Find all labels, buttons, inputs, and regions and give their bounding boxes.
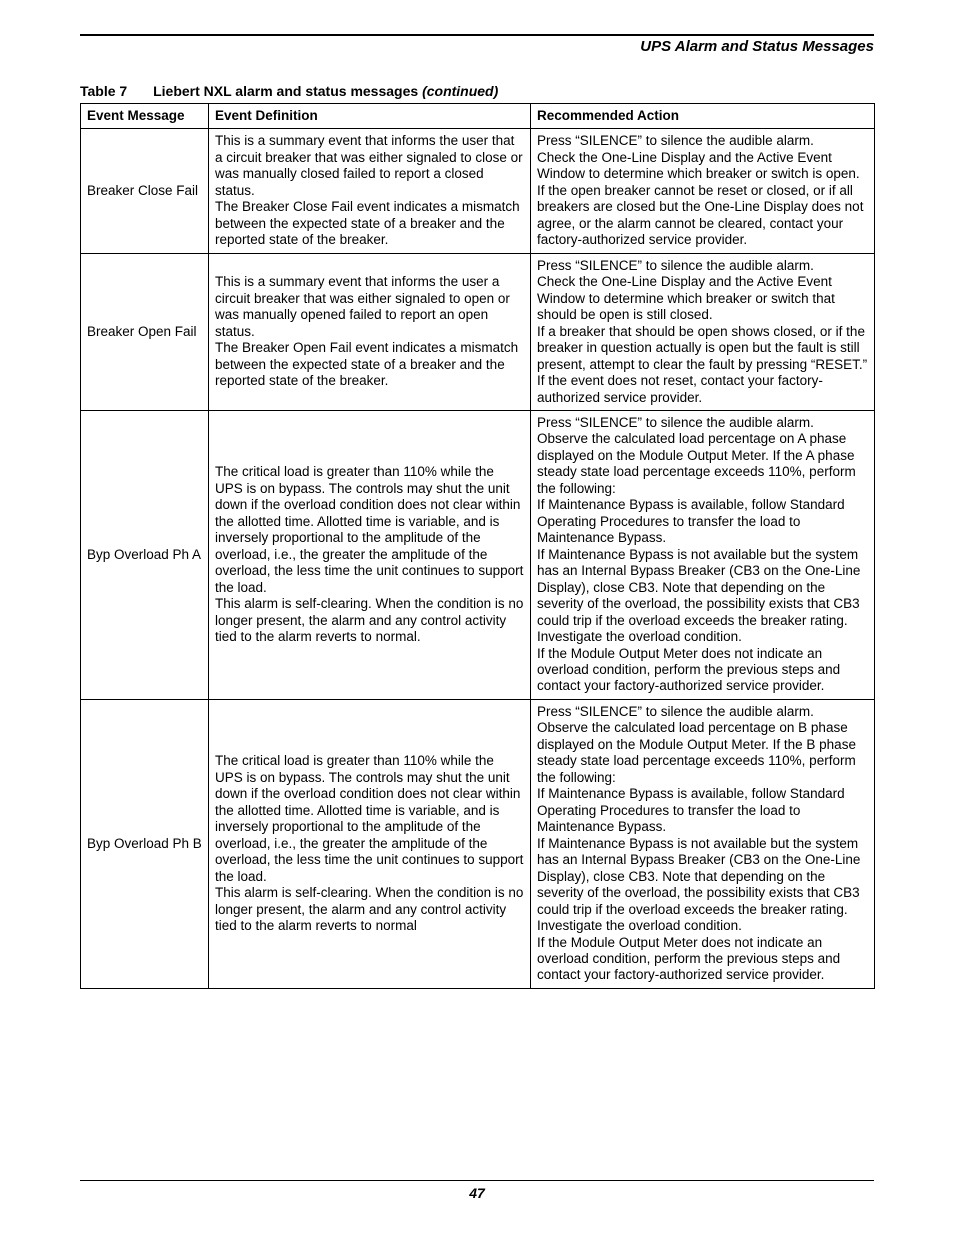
document-page: UPS Alarm and Status Messages Table 7 Li… [0,0,954,1235]
table-header-row: Event Message Event Definition Recommend… [81,104,875,129]
cell-recommended-action: Press “SILENCE” to silence the audible a… [531,410,875,699]
table-row: Byp Overload Ph A The critical load is g… [81,410,875,699]
cell-event-definition: This is a summary event that informs the… [209,253,531,410]
cell-event-message: Breaker Close Fail [81,129,209,253]
cell-event-definition: This is a summary event that informs the… [209,129,531,253]
page-footer: 47 [80,1180,874,1201]
page-number: 47 [80,1185,874,1201]
table-label: Table 7 [80,83,127,99]
cell-event-message: Byp Overload Ph A [81,410,209,699]
page-header-title: UPS Alarm and Status Messages [80,38,874,55]
table-title: Liebert NXL alarm and status messages (c… [153,83,498,99]
cell-event-definition: The critical load is greater than 110% w… [209,410,531,699]
cell-event-message: Byp Overload Ph B [81,699,209,988]
table-caption: Table 7 Liebert NXL alarm and status mes… [80,83,874,99]
header-rule [80,34,874,36]
col-header-recommended-action: Recommended Action [531,104,875,129]
cell-event-definition: The critical load is greater than 110% w… [209,699,531,988]
col-header-event-message: Event Message [81,104,209,129]
alarm-status-table: Event Message Event Definition Recommend… [80,103,875,989]
col-header-event-definition: Event Definition [209,104,531,129]
footer-rule [80,1180,874,1181]
cell-event-message: Breaker Open Fail [81,253,209,410]
table-row: Breaker Close Fail This is a summary eve… [81,129,875,253]
table-row: Byp Overload Ph B The critical load is g… [81,699,875,988]
cell-recommended-action: Press “SILENCE” to silence the audible a… [531,699,875,988]
cell-recommended-action: Press “SILENCE” to silence the audible a… [531,253,875,410]
table-row: Breaker Open Fail This is a summary even… [81,253,875,410]
cell-recommended-action: Press “SILENCE” to silence the audible a… [531,129,875,253]
